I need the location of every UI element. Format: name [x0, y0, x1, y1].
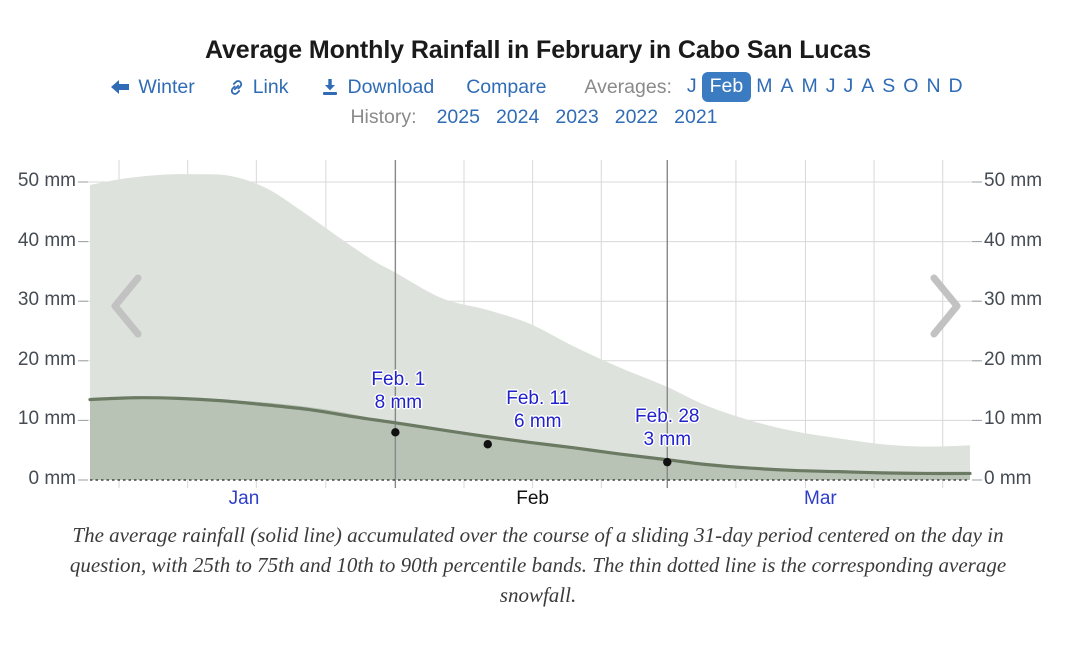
chart-toolbar: Winter Link Downloa: [0, 72, 1076, 102]
annotation-1: Feb. 11 6 mm: [506, 387, 569, 433]
download-button[interactable]: Download: [320, 76, 434, 99]
compare-label: Compare: [466, 75, 547, 98]
month-button-o-9[interactable]: O: [903, 75, 919, 97]
compare-button[interactable]: Compare: [466, 76, 546, 99]
month-button-m-4[interactable]: M: [801, 75, 818, 97]
month-button-j-6[interactable]: J: [843, 75, 854, 97]
month-button-a-7[interactable]: A: [861, 75, 875, 97]
history-label: History:: [350, 106, 417, 128]
back-winter-link[interactable]: Winter: [109, 75, 195, 99]
history-year-2024[interactable]: 2024: [495, 106, 540, 128]
annotation-value: 6 mm: [514, 411, 562, 433]
annotation-value: 8 mm: [374, 392, 423, 414]
annotation-date: Feb. 11: [506, 388, 570, 410]
history-row: History: 2025 2024 2023 2022 2021: [0, 106, 1076, 129]
history-year-2023[interactable]: 2023: [555, 106, 599, 128]
y-axis-label-right-40: 40 mm: [984, 229, 1043, 251]
band-10-90-percentile: [90, 174, 970, 481]
download-icon: [320, 77, 340, 97]
x-axis-month-mar[interactable]: Mar: [804, 488, 837, 509]
y-axis-label-left-0: 0 mm: [28, 468, 77, 489]
x-axis-month-jan[interactable]: Jan: [228, 488, 260, 509]
y-axis-label-left-50: 50 mm: [17, 170, 76, 191]
annotation-date: Feb. 28: [635, 406, 700, 428]
y-axis-label-right-10: 10 mm: [984, 408, 1043, 430]
x-axis-month-feb: Feb: [516, 488, 549, 509]
next-month-arrow[interactable]: [925, 272, 967, 345]
band-25-75-percentile: [90, 396, 970, 480]
download-label: Download: [347, 75, 435, 98]
y-axis-label-right-20: 20 mm: [984, 348, 1043, 370]
y-axis-label-right-50: 50 mm: [984, 170, 1043, 191]
data-point-dot-2[interactable]: [663, 457, 672, 467]
rainfall-chart: 0 mm 0 mm 10 mm 10 mm 20 mm 20 mm 30 mm 30 mm 40…: [17, 160, 1043, 509]
month-button-a-3[interactable]: A: [780, 75, 794, 97]
y-axis-label-left-30: 30 mm: [17, 289, 76, 311]
chart-svg: [78, 160, 982, 488]
y-axis-label-left-20: 20 mm: [17, 348, 76, 370]
annotation-value: 3 mm: [643, 429, 692, 451]
link-label: Link: [252, 75, 289, 98]
annotation-2: Feb. 28 3 mm: [635, 405, 699, 451]
averages-month-selector: Averages: J Feb M A M J J A S O N D: [584, 72, 966, 102]
month-button-d-11[interactable]: D: [948, 75, 963, 97]
averages-label: Averages:: [584, 75, 672, 98]
month-button-feb-1[interactable]: Feb: [701, 72, 752, 102]
chart-caption: The average rainfall (solid line) accumu…: [69, 523, 1007, 607]
arrow-left-icon: [109, 78, 131, 96]
back-winter-label: Winter: [138, 75, 195, 98]
prev-month-arrow[interactable]: [105, 272, 147, 345]
data-point-dot-1[interactable]: [483, 440, 492, 449]
y-axis-label-left-40: 40 mm: [17, 229, 76, 251]
page-title: Average Monthly Rainfall in February in …: [204, 36, 872, 64]
month-button-n-10[interactable]: N: [926, 75, 941, 97]
history-year-2025[interactable]: 2025: [436, 106, 480, 128]
month-button-j-5[interactable]: J: [825, 75, 836, 97]
y-axis-label-right-0: 0 mm: [984, 468, 1032, 489]
history-years: 2025 2024 2023 2022 2021: [429, 106, 726, 129]
month-buttons: J Feb M A M J J A S O N D: [683, 72, 967, 102]
average-rainfall-line: [88, 396, 972, 476]
month-button-s-8[interactable]: S: [882, 75, 896, 97]
data-point-dot-0[interactable]: [391, 428, 400, 437]
annotation-date: Feb. 1: [371, 369, 426, 391]
link-icon: [227, 78, 246, 97]
month-button-j-0[interactable]: J: [686, 75, 697, 97]
history-year-2021[interactable]: 2021: [674, 106, 718, 128]
history-year-2022[interactable]: 2022: [614, 106, 659, 128]
link-button[interactable]: Link: [227, 75, 289, 99]
y-axis-label-right-30: 30 mm: [984, 289, 1043, 311]
month-button-m-2[interactable]: M: [756, 75, 773, 97]
y-axis-label-left-10: 10 mm: [17, 408, 76, 430]
